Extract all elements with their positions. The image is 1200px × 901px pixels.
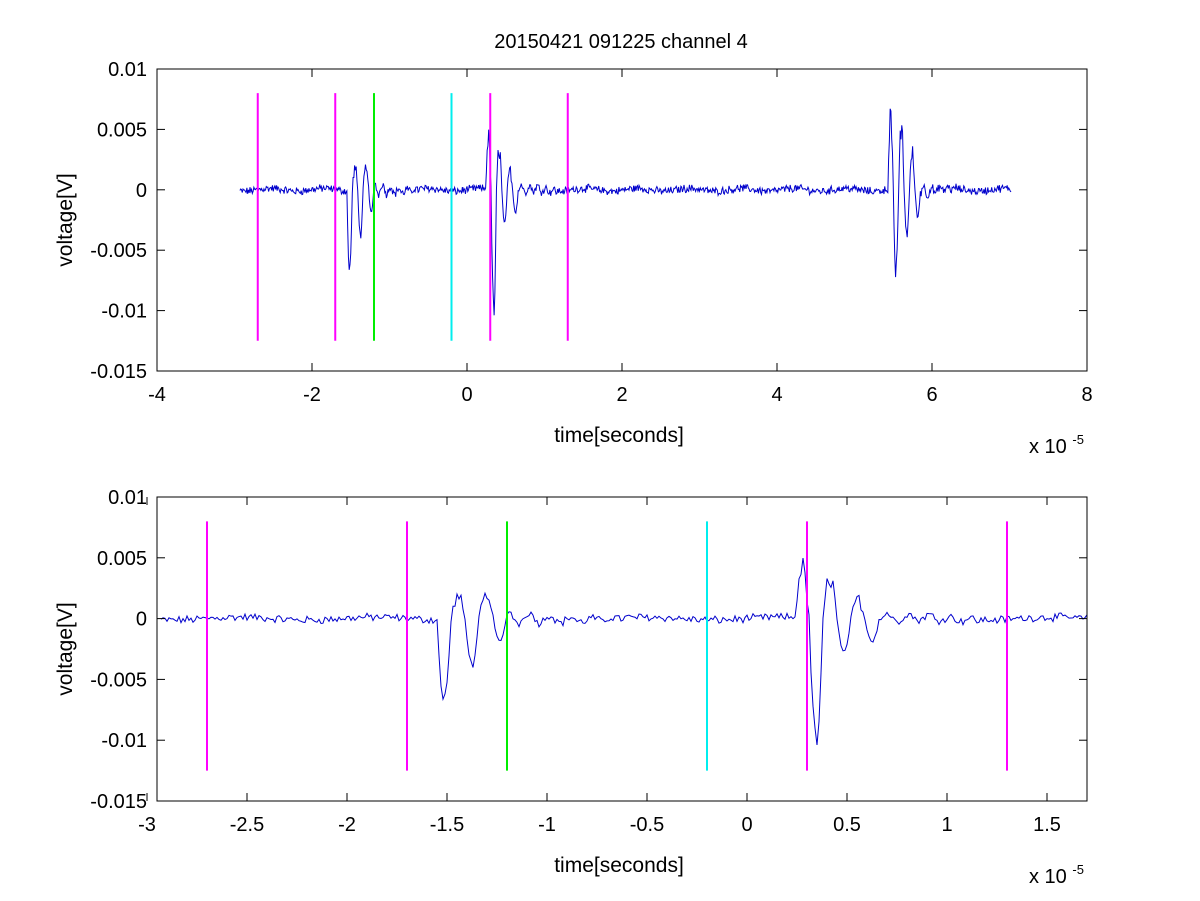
top-y-tick-label: -0.01 (101, 301, 147, 323)
bottom-x-exponent-power: -5 (1072, 862, 1084, 877)
bottom-y-tick-label: 0 (136, 609, 147, 631)
bottom-axes-frame (156, 496, 1088, 802)
top-signal-layer (239, 108, 1012, 316)
top-x-tick-label: 0 (461, 384, 472, 406)
bottom-x-tick-label: -2.5 (230, 814, 264, 836)
bottom-x-tick-label: 1 (941, 814, 952, 836)
top-x-tick-label: 4 (771, 384, 782, 406)
bottom-signal-layer (160, 558, 1088, 745)
top-y-tick-label: 0 (136, 180, 147, 202)
bottom-y-tick-label: -0.015 (90, 791, 147, 813)
bottom-y-tick-label: -0.01 (101, 730, 147, 752)
bottom-plot-panel: -3 -2.5 -2 -1.5 -1 -0.5 0 0.5 1 1.5 -0.015-0.01-0… (54, 487, 1088, 888)
bottom-x-tick-label: -3 (138, 814, 156, 836)
top-x-tick-label: 6 (926, 384, 937, 406)
bottom-y-tick-label: 0.01 (108, 487, 147, 509)
top-x-tick-label: -2 (303, 384, 321, 406)
bottom-x-tick-label: 1.5 (1033, 814, 1061, 836)
bottom-x-exponent-base: x 10 (1029, 866, 1067, 888)
top-x-exponent: x 10 -5 (1029, 432, 1084, 458)
top-plot-panel: -4 -2 0 2 4 6 8 -0.015 -0.01 -0.005 0 0.005 0.01 ti… (54, 59, 1093, 458)
top-y-axis-label: voltage[V] (54, 173, 77, 266)
top-y-tick-label: 0.005 (97, 119, 147, 141)
bottom-x-tick-label: 0 (741, 814, 752, 836)
top-y-tick-label: -0.015 (90, 361, 147, 383)
top-y-tick-label: -0.005 (90, 240, 147, 262)
top-x-tick-label: -4 (148, 384, 166, 406)
top-x-exponent-base: x 10 (1029, 436, 1067, 458)
bottom-x-ticks: -3 -2.5 -2 -1.5 -1 -0.5 0 0.5 1 1.5 (138, 497, 1061, 836)
top-y-ticks: -0.015 -0.01 -0.005 0 0.005 0.01 (90, 59, 1087, 383)
top-x-exponent-power: -5 (1072, 432, 1084, 447)
bottom-x-tick-label: -1 (538, 814, 556, 836)
top-y-tick-label: 0.01 (108, 59, 147, 81)
chart-title: 20150421 091225 channel 4 (494, 31, 748, 53)
top-x-tick-label: 2 (616, 384, 627, 406)
bottom-y-axis-label: voltage[V] (54, 602, 77, 695)
bottom-x-tick-label: -2 (338, 814, 356, 836)
bottom-marker-layer (206, 521, 1008, 771)
top-x-ticks: -4 -2 0 2 4 6 8 (148, 69, 1093, 406)
top-x-tick-label: 8 (1081, 384, 1092, 406)
bottom-x-exponent: x 10 -5 (1029, 862, 1084, 888)
bottom-x-tick-label: 0.5 (833, 814, 861, 836)
bottom-x-tick-label: -0.5 (630, 814, 664, 836)
bottom-y-tick-label: -0.005 (90, 669, 147, 691)
top-x-axis-label: time[seconds] (554, 424, 684, 447)
top-marker-layer (256, 93, 569, 341)
bottom-x-axis-label: time[seconds] (554, 854, 684, 877)
bottom-y-ticks: -0.015 -0.01 -0.005 0 0.005 0.01 (90, 487, 1087, 813)
bottom-signal-trace (160, 558, 1088, 745)
top-signal-trace (239, 108, 1012, 316)
bottom-y-tick-label: 0.005 (97, 548, 147, 570)
bottom-x-tick-label: -1.5 (430, 814, 464, 836)
